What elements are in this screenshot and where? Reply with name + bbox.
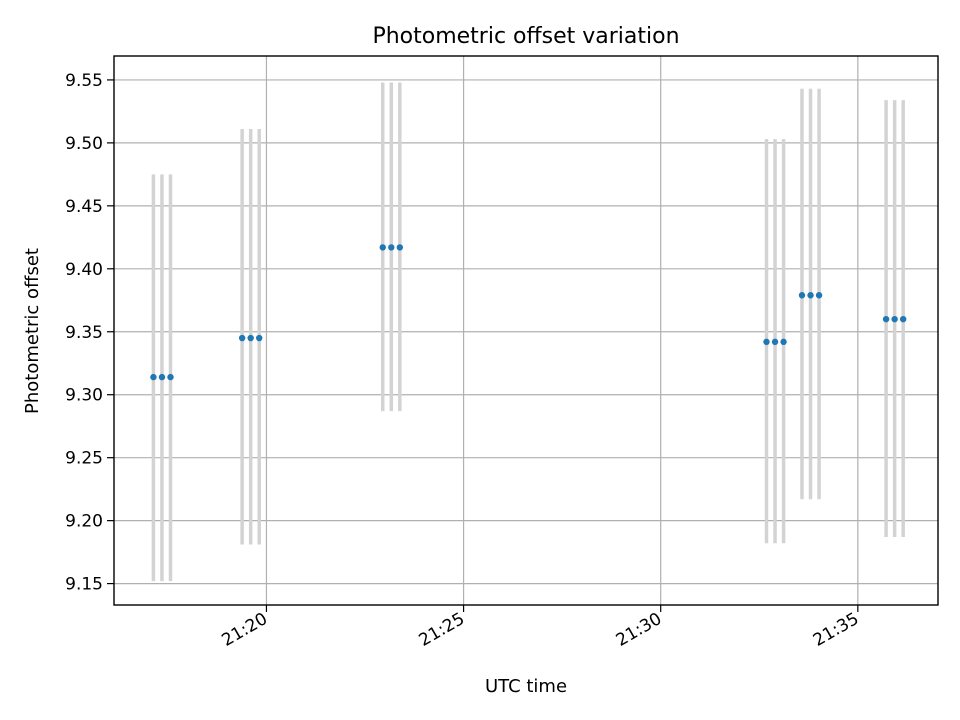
grid <box>114 56 938 605</box>
y-tick-label: 9.45 <box>65 197 103 217</box>
y-axis-label: Photometric offset <box>22 248 43 414</box>
data-point <box>238 334 246 342</box>
data-point <box>388 244 395 251</box>
y-tick-label: 9.20 <box>65 512 103 532</box>
y-tick-label: 9.15 <box>65 575 103 595</box>
x-tick-label: 21:20 <box>219 609 271 651</box>
data-point <box>899 315 907 323</box>
x-axis-label: UTC time <box>485 676 567 697</box>
y-tick-label: 9.55 <box>65 71 103 91</box>
x-tick-label: 21:35 <box>810 609 862 651</box>
data-point <box>763 338 770 346</box>
y-tick-label: 9.40 <box>65 260 103 280</box>
plot-frame <box>113 55 939 606</box>
data-point <box>807 292 814 299</box>
y-tick-label: 9.30 <box>65 386 103 406</box>
data-point <box>780 338 787 346</box>
chart-title: Photometric offset variation <box>372 24 679 49</box>
data-point <box>882 315 890 323</box>
data-point <box>396 244 404 251</box>
data-point <box>798 292 806 299</box>
data-point <box>379 244 386 251</box>
data-point <box>256 334 263 342</box>
x-tick-label: 21:25 <box>416 609 468 651</box>
data-point <box>247 334 254 342</box>
data-points <box>150 244 907 381</box>
data-point <box>150 373 157 381</box>
data-point <box>815 292 823 299</box>
y-tick-label: 9.50 <box>65 134 103 154</box>
data-point <box>167 373 174 381</box>
data-point <box>771 338 779 346</box>
y-tick-label: 9.35 <box>65 323 103 343</box>
y-tick-label: 9.25 <box>65 449 103 469</box>
data-point <box>158 373 166 381</box>
data-point <box>891 315 898 323</box>
x-tick-label: 21:30 <box>613 609 665 651</box>
